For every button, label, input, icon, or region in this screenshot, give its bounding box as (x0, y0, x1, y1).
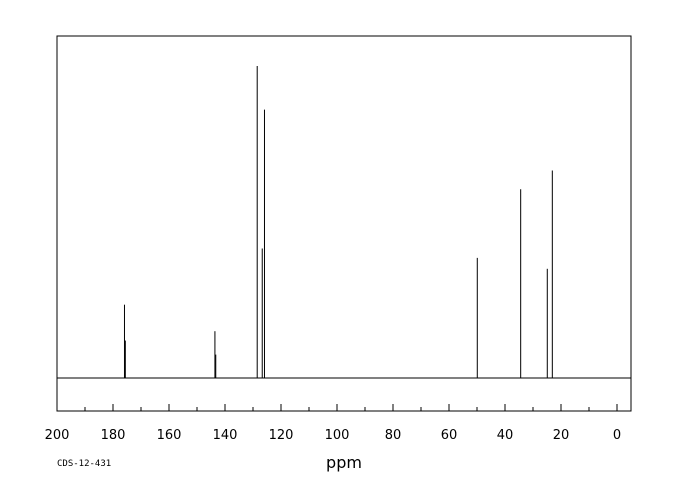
x-tick-label: 200 (45, 428, 70, 443)
plot-frame (56, 35, 632, 412)
x-tick-label: 20 (553, 428, 570, 443)
x-tick-label: 60 (441, 428, 458, 443)
x-tick-label: 160 (157, 428, 182, 443)
x-tick-label: 120 (269, 428, 294, 443)
x-tick-label: 40 (497, 428, 514, 443)
spectrum-code-label: CDS-12-431 (57, 459, 111, 469)
x-tick-label: 100 (325, 428, 350, 443)
x-axis-tick-labels: 200 180 160 140 120 100 80 60 40 20 0 (45, 428, 622, 443)
x-tick-label: 80 (385, 428, 402, 443)
x-tick-label: 0 (613, 428, 621, 443)
x-tick-label: 180 (101, 428, 126, 443)
x-axis-ticks (56, 404, 618, 411)
x-tick-label: 140 (213, 428, 238, 443)
peaks-group (123, 66, 553, 378)
x-axis-title: ppm (326, 453, 362, 472)
